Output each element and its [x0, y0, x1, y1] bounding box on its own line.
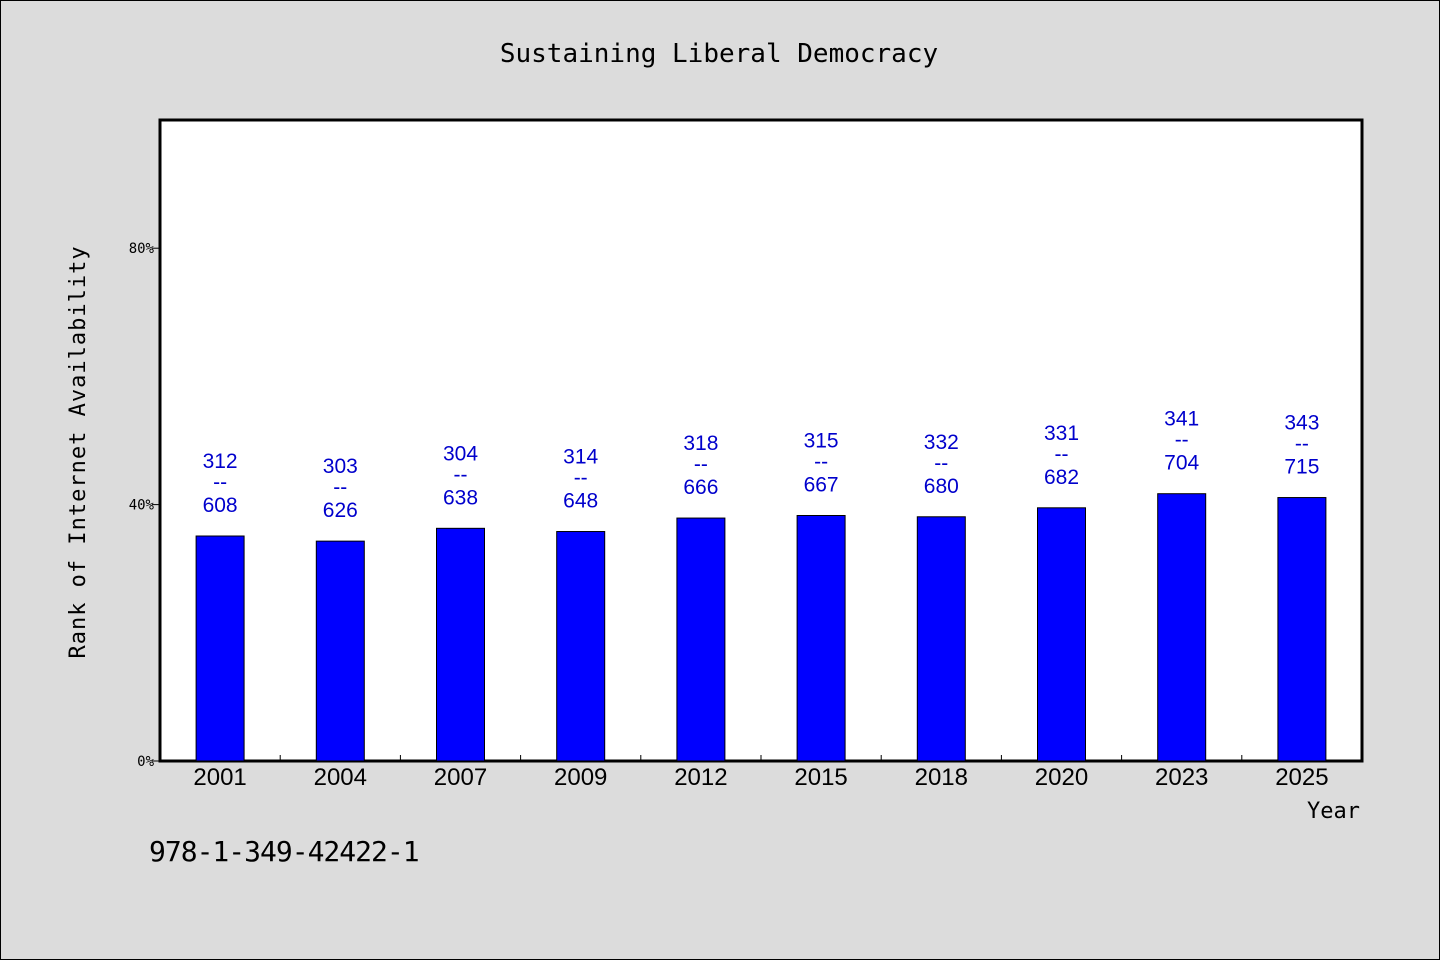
data-label-numerator: 312	[203, 450, 238, 473]
data-label-separator: --	[1175, 429, 1189, 452]
data-label-denominator: 667	[804, 473, 839, 496]
x-axis: 2001 2004 2007 2009 2012 2015 2018 2020 2023 2025	[193, 755, 1329, 791]
x-tick-label: 2018	[915, 764, 968, 791]
data-label: 312--608	[203, 450, 238, 517]
y-tick-label: 0%	[137, 754, 154, 770]
bar	[315, 540, 365, 762]
x-tick-label: 2007	[434, 764, 487, 791]
data-label-denominator: 608	[203, 494, 238, 517]
data-label-separator: --	[694, 453, 708, 476]
data-label-denominator: 715	[1284, 456, 1319, 479]
bar	[1037, 507, 1086, 762]
data-label-denominator: 638	[443, 486, 478, 509]
data-label-separator: --	[454, 463, 468, 486]
bars	[195, 493, 1327, 762]
data-label-separator: --	[1055, 443, 1069, 466]
data-label-numerator: 318	[683, 432, 718, 455]
bar	[195, 535, 245, 762]
data-label-numerator: 303	[323, 455, 358, 478]
data-label: 341--704	[1164, 408, 1199, 475]
data-label: 304--638	[443, 442, 478, 509]
data-label-numerator: 341	[1164, 408, 1199, 431]
x-axis-label: Year	[1307, 799, 1360, 824]
x-tick-label: 2009	[554, 764, 607, 791]
data-label-separator: --	[574, 467, 588, 490]
x-tick-label: 2001	[193, 764, 246, 791]
data-label: 318--666	[683, 432, 718, 499]
data-label-separator: --	[814, 450, 828, 473]
data-label: 331--682	[1044, 422, 1079, 489]
bar	[1157, 493, 1207, 762]
data-label-denominator: 704	[1164, 452, 1199, 475]
data-label-numerator: 315	[804, 429, 839, 452]
data-label-numerator: 331	[1044, 422, 1079, 445]
data-label-denominator: 648	[563, 490, 598, 513]
bar	[1277, 497, 1327, 762]
bar	[436, 527, 485, 762]
data-label-separator: --	[1295, 433, 1309, 456]
data-label: 332--680	[924, 431, 959, 498]
data-label-numerator: 314	[563, 446, 598, 469]
x-tick-label: 2012	[674, 764, 727, 791]
x-tick-label: 2023	[1155, 764, 1208, 791]
x-tick-label: 2015	[794, 764, 847, 791]
x-tick-label: 2020	[1035, 764, 1088, 791]
footer-code: 978-1-349-42422-1	[149, 835, 420, 868]
chart-title: Sustaining Liberal Democracy	[500, 39, 938, 69]
data-label: 314--648	[563, 446, 598, 513]
y-tick-label: 80%	[129, 241, 155, 257]
data-label-numerator: 332	[924, 431, 959, 454]
data-label-separator: --	[333, 476, 347, 499]
y-axis: 0% 40% 80%	[129, 241, 160, 770]
data-label-denominator: 666	[683, 476, 718, 499]
bar	[916, 516, 966, 762]
data-label-separator: --	[934, 452, 948, 475]
data-label-numerator: 343	[1284, 412, 1319, 435]
data-label-numerator: 304	[443, 442, 478, 465]
data-label-denominator: 680	[924, 475, 959, 498]
data-label-separator: --	[213, 471, 227, 494]
data-label-denominator: 682	[1044, 466, 1079, 489]
x-tick-label: 2004	[314, 764, 367, 791]
data-label: 303--626	[323, 455, 358, 522]
bar	[796, 514, 846, 762]
data-label-denominator: 626	[323, 499, 358, 522]
data-label: 315--667	[804, 429, 839, 496]
data-label: 343--715	[1284, 412, 1319, 479]
bar	[676, 517, 726, 762]
bar	[556, 531, 606, 762]
y-axis-label: Rank of Internet Availability	[66, 245, 91, 658]
y-tick-label: 40%	[129, 498, 155, 514]
x-tick-label: 2025	[1275, 764, 1328, 791]
bar-labels: 312--608303--626304--638314--648318--666…	[203, 408, 1320, 522]
